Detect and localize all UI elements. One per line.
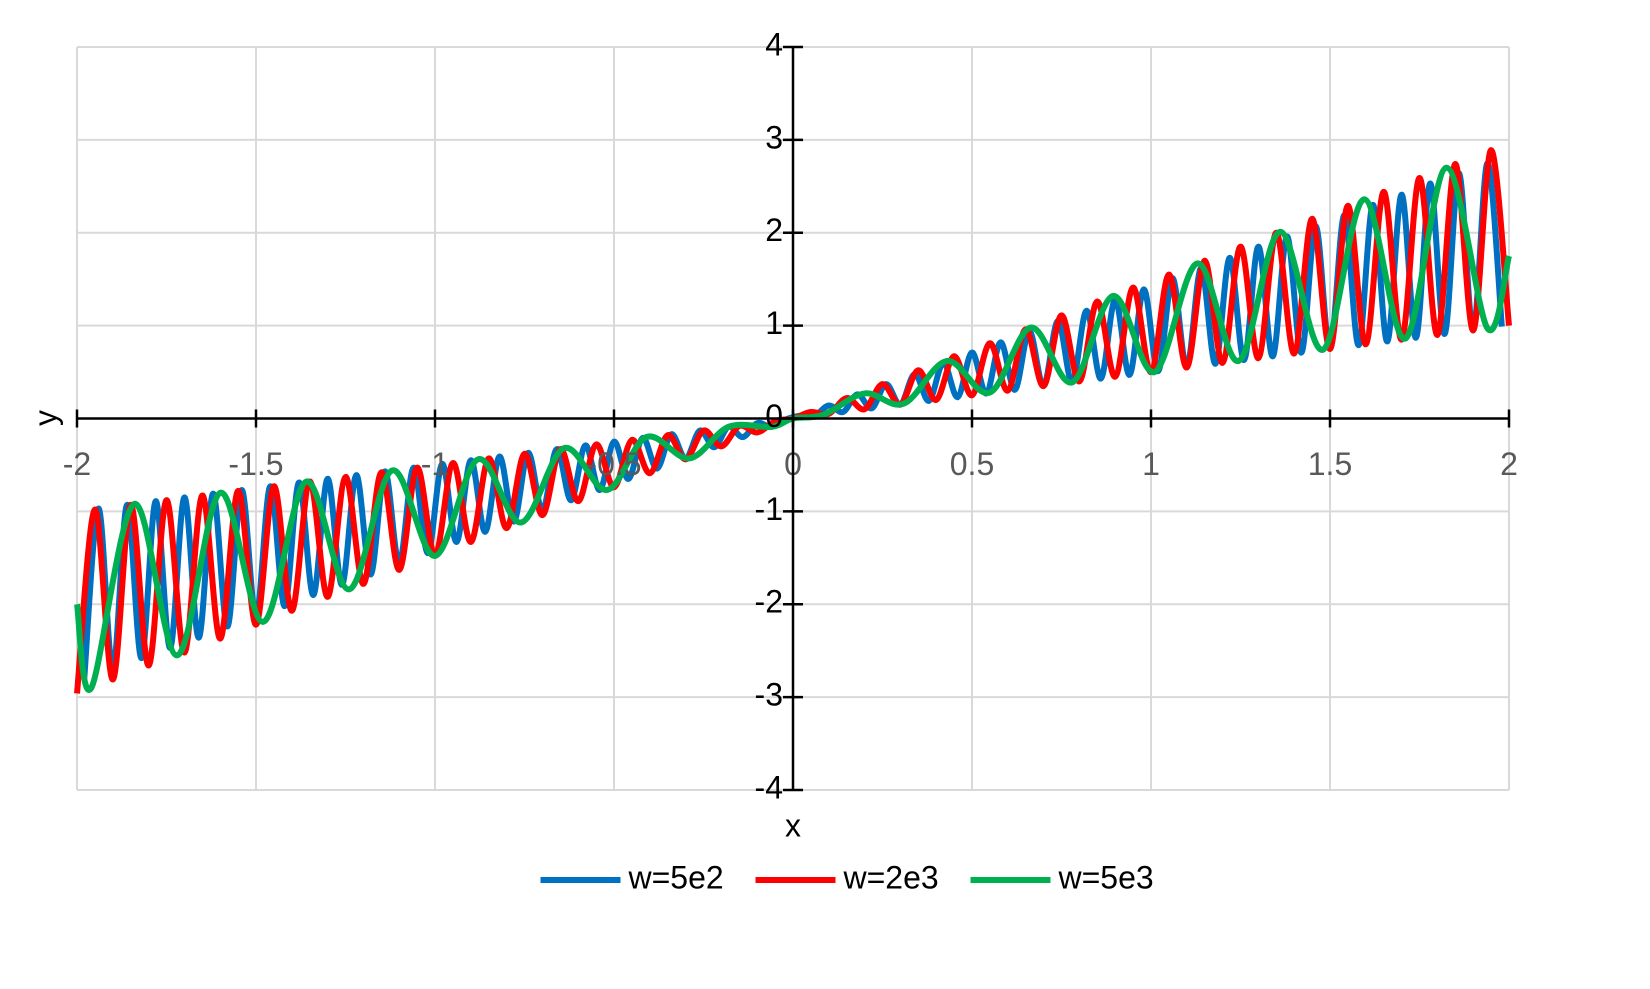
- legend-label: w=2e3: [843, 859, 939, 895]
- y-tick-label: -3: [755, 677, 783, 713]
- x-tick-label: 2: [1500, 446, 1518, 482]
- legend-label: w=5e2: [628, 859, 724, 895]
- legend-label: w=5e3: [1058, 859, 1154, 895]
- y-tick-label: -1: [755, 491, 783, 527]
- y-tick-label: 1: [765, 305, 783, 341]
- y-tick-label: -4: [755, 769, 783, 805]
- x-tick-label: 0.5: [950, 446, 994, 482]
- x-tick-label: -1: [421, 446, 449, 482]
- x-axis-title: x: [785, 807, 801, 843]
- y-tick-label: 3: [765, 119, 783, 155]
- x-tick-label: -0.5: [586, 446, 641, 482]
- y-axis-title: y: [27, 410, 63, 426]
- y-tick-label: 0: [765, 398, 783, 434]
- legend: w=5e2 w=2e3 w=5e3: [540, 859, 1154, 895]
- y-tick-label: 4: [765, 26, 783, 62]
- x-tick-label: -2: [63, 446, 91, 482]
- x-tick-label: -1.5: [228, 446, 283, 482]
- x-tick-label: 1.5: [1308, 446, 1352, 482]
- x-tick-label: 1: [1142, 446, 1160, 482]
- y-tick-label: 2: [765, 212, 783, 248]
- y-tick-label: -2: [755, 584, 783, 620]
